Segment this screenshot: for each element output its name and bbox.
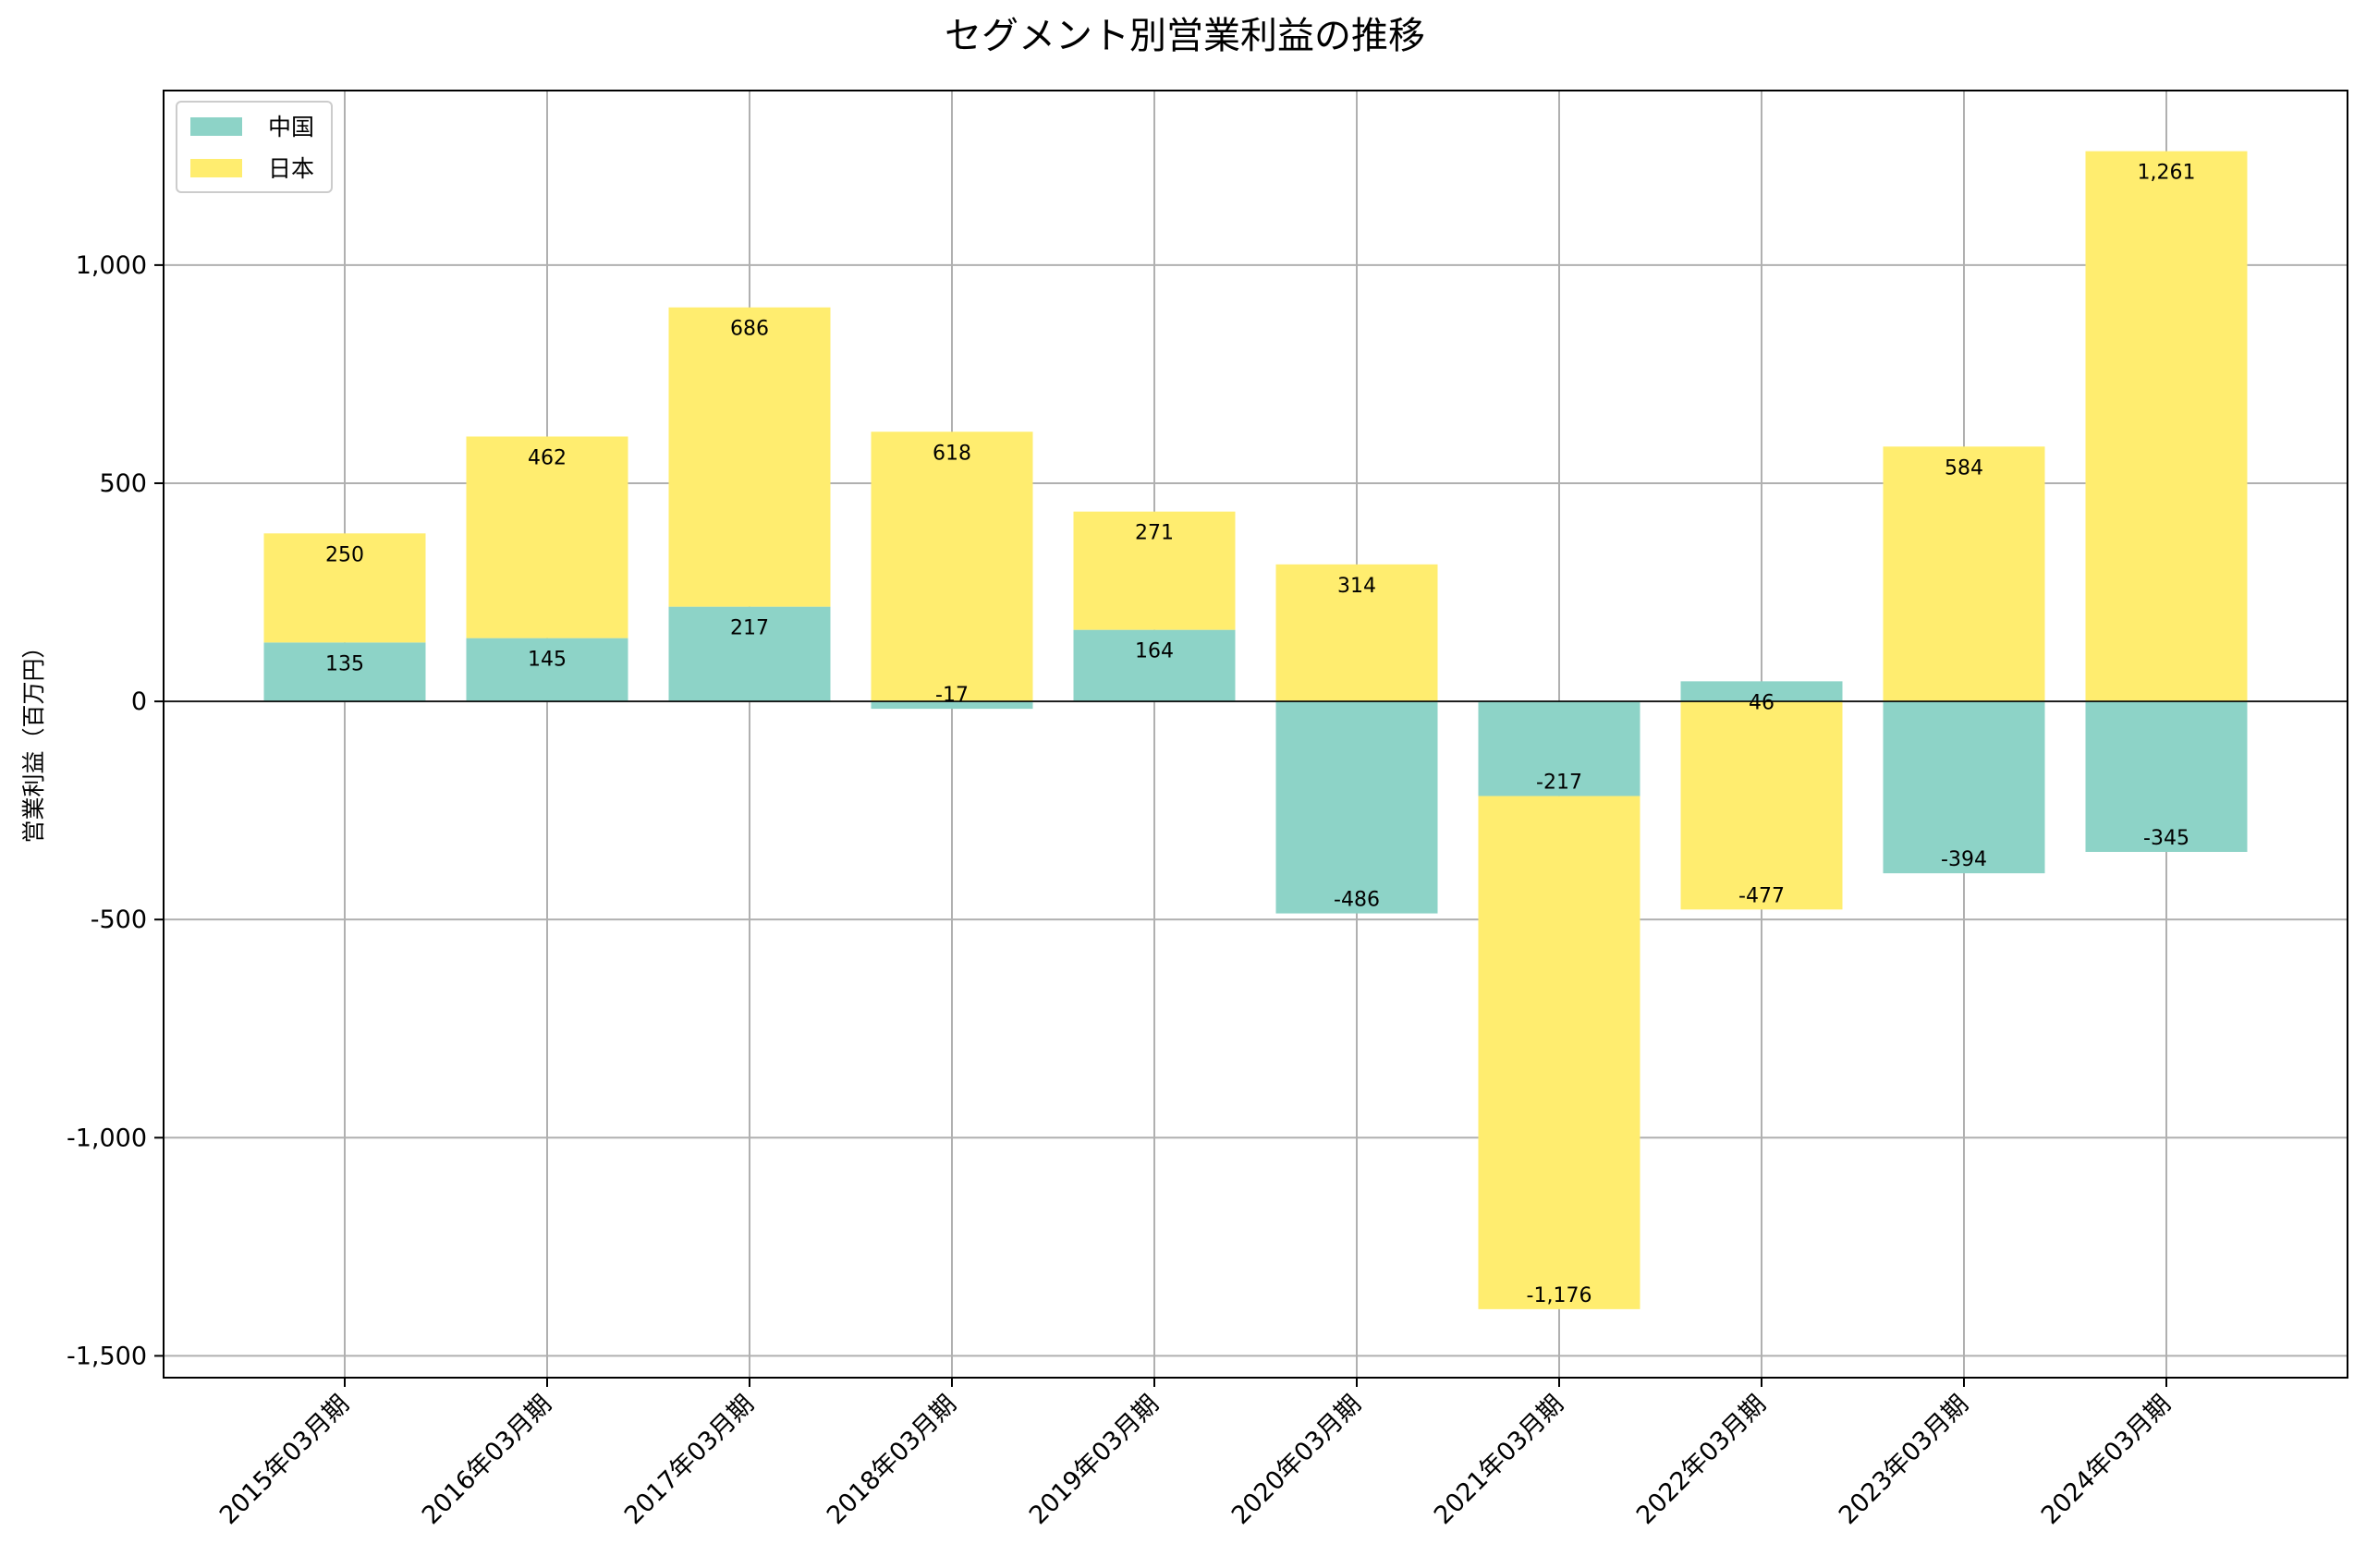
x-tick-label: 2021年03月期 xyxy=(1429,1390,1569,1530)
x-tick-label: 2024年03月期 xyxy=(2036,1390,2177,1530)
y-axis: -1,500 -1,000 -500 0 500 1,000 xyxy=(67,251,164,1370)
bar-japan xyxy=(1883,446,2045,702)
y-axis-title: 営業利益（百万円） xyxy=(20,635,47,843)
bar-china xyxy=(263,642,426,702)
data-label: 686 xyxy=(730,318,769,341)
bar-china xyxy=(1275,701,1438,914)
x-tick-label: 2016年03月期 xyxy=(417,1390,557,1530)
bar-china xyxy=(2085,701,2248,852)
y-tick-label: -500 xyxy=(91,906,147,934)
bars xyxy=(263,151,2248,1309)
data-label: 250 xyxy=(325,543,364,566)
bar-japan xyxy=(871,432,1033,702)
bar-japan xyxy=(1680,701,1843,910)
x-tick-label: 2022年03月期 xyxy=(1631,1390,1772,1530)
bar-labels: 135 250 145 462 217 686 -17 618 164 271 -486 314 -21… xyxy=(325,162,2195,1307)
data-label: 462 xyxy=(528,446,567,469)
x-tick-label: 2015年03月期 xyxy=(214,1390,355,1530)
bar-china xyxy=(1680,681,1843,702)
y-tick-label: -1,000 xyxy=(67,1124,147,1152)
data-label: -1,176 xyxy=(1527,1284,1592,1307)
y-tick-label: 500 xyxy=(99,469,147,498)
data-label: 135 xyxy=(325,652,364,675)
data-label: 145 xyxy=(528,649,567,672)
data-label: 1,261 xyxy=(2138,162,2196,185)
legend-swatch xyxy=(190,117,242,136)
data-label: 164 xyxy=(1135,640,1174,663)
bar-china xyxy=(1883,701,2045,874)
bar-china xyxy=(1478,701,1640,796)
chart-title: セグメント別営業利益の推移 xyxy=(945,15,1425,57)
legend-swatch xyxy=(190,159,242,177)
plot-frame xyxy=(163,90,2348,1379)
data-label: -394 xyxy=(1941,848,1987,871)
y-tick-label: 1,000 xyxy=(76,251,147,280)
bar-china xyxy=(871,701,1033,710)
bar-japan xyxy=(2085,151,2248,702)
data-label: -477 xyxy=(1738,884,1785,907)
x-tick-label: 2017年03月期 xyxy=(619,1390,760,1530)
data-label: -17 xyxy=(935,684,969,707)
x-tick-label: 2018年03月期 xyxy=(822,1390,962,1530)
data-label: 584 xyxy=(1945,456,1983,480)
bar-japan xyxy=(668,307,831,607)
x-tick-label: 2020年03月期 xyxy=(1226,1390,1367,1530)
legend-label: 中国 xyxy=(268,114,314,140)
bar-china xyxy=(466,638,628,702)
bar-japan xyxy=(1275,564,1438,702)
data-label: 618 xyxy=(933,442,971,465)
data-label: -345 xyxy=(2143,827,2189,850)
y-tick-label: -1,500 xyxy=(67,1342,147,1370)
bar-china xyxy=(1073,629,1236,702)
data-label: -217 xyxy=(1536,772,1582,795)
data-label: 46 xyxy=(1749,691,1774,714)
bar-japan xyxy=(466,436,628,638)
data-label: 271 xyxy=(1135,522,1174,545)
data-label: 314 xyxy=(1337,575,1376,598)
bar-japan xyxy=(263,533,426,643)
data-label: 217 xyxy=(730,617,769,640)
y-tick-label: 0 xyxy=(131,687,147,716)
x-tick-label: 2023年03月期 xyxy=(1834,1390,1974,1530)
legend-label: 日本 xyxy=(268,155,314,182)
bar-china xyxy=(668,606,831,702)
bar-japan xyxy=(1073,511,1236,630)
data-label: -486 xyxy=(1334,889,1380,912)
x-axis: 2015年03月期 2016年03月期 2017年03月期 2018年03月期 2019… xyxy=(214,1378,2177,1530)
x-tick-label: 2019年03月期 xyxy=(1024,1390,1165,1530)
bar-japan xyxy=(1478,796,1640,1309)
